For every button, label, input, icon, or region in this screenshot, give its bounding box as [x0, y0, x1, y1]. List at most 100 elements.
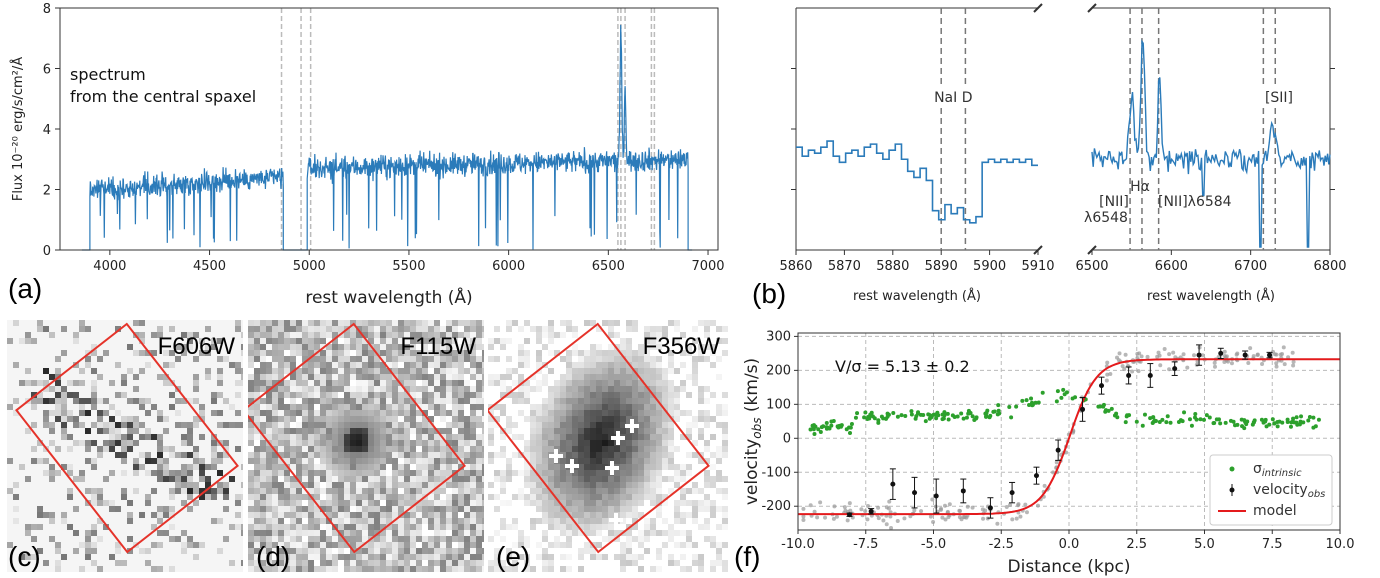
pixel — [452, 524, 458, 530]
pixel — [362, 452, 368, 458]
pixel — [272, 344, 278, 350]
pixel — [19, 494, 25, 500]
pixel — [175, 524, 181, 530]
pixel — [572, 476, 578, 482]
pixel — [248, 422, 254, 428]
pixel — [656, 476, 662, 482]
sigma-point — [818, 429, 823, 434]
pixel — [121, 518, 127, 524]
pixel — [416, 494, 422, 500]
pixel — [614, 494, 620, 500]
pixel — [55, 356, 61, 362]
pixel — [103, 458, 109, 464]
pixel — [121, 416, 127, 422]
pixel — [145, 542, 151, 548]
pixel — [332, 392, 338, 398]
pixel — [578, 398, 584, 404]
pixel — [19, 320, 25, 326]
pixel — [254, 404, 260, 410]
pixel — [187, 386, 193, 392]
pixel — [572, 392, 578, 398]
pixel — [296, 530, 302, 536]
pixel — [722, 452, 728, 458]
pixel — [644, 548, 650, 554]
pixel — [440, 374, 446, 380]
pixel — [356, 440, 362, 446]
pixel — [223, 518, 229, 524]
pixel — [308, 524, 314, 530]
pixel — [151, 404, 157, 410]
pixel — [133, 476, 139, 482]
pixel — [548, 554, 554, 560]
pixel — [7, 560, 13, 566]
pixel — [121, 530, 127, 536]
pixel — [115, 458, 121, 464]
pixel — [464, 332, 470, 338]
pixel — [596, 356, 602, 362]
pixel — [260, 386, 266, 392]
pixel — [698, 428, 704, 434]
pixel — [49, 518, 55, 524]
pixel — [386, 566, 392, 572]
raw-point — [1116, 358, 1121, 363]
pixel — [199, 350, 205, 356]
pixel — [103, 344, 109, 350]
pixel — [139, 386, 145, 392]
pixel — [169, 530, 175, 536]
pixel — [157, 536, 163, 542]
pixel — [308, 518, 314, 524]
pixel — [248, 452, 254, 458]
pixel — [55, 338, 61, 344]
pixel — [722, 422, 728, 428]
pixel — [584, 428, 590, 434]
pixel — [181, 566, 187, 572]
pixel — [308, 434, 314, 440]
pixel — [31, 446, 37, 452]
pixel — [19, 326, 25, 332]
pixel — [548, 326, 554, 332]
pixel — [320, 536, 326, 542]
pixel — [163, 440, 169, 446]
pixel — [31, 398, 37, 404]
pixel — [109, 368, 115, 374]
pixel — [19, 512, 25, 518]
pixel — [115, 350, 121, 356]
pixel — [704, 410, 710, 416]
raw-point — [888, 514, 893, 519]
pixel — [368, 332, 374, 338]
pixel — [614, 482, 620, 488]
pixel — [668, 362, 674, 368]
pixel — [512, 452, 518, 458]
pixel — [578, 500, 584, 506]
pixel — [482, 368, 484, 374]
pixel — [145, 380, 151, 386]
raw-point — [859, 507, 864, 512]
pixel — [668, 422, 674, 428]
pixel — [686, 464, 692, 470]
pixel — [566, 356, 572, 362]
pixel — [350, 362, 356, 368]
pixel — [157, 338, 163, 344]
pixel — [103, 452, 109, 458]
pixel — [596, 464, 602, 470]
pixel — [193, 536, 199, 542]
pixel — [193, 542, 199, 548]
pixel — [434, 398, 440, 404]
pixel — [115, 482, 121, 488]
pixel — [133, 434, 139, 440]
pixel — [127, 428, 133, 434]
pixel — [127, 380, 133, 386]
pixel — [217, 512, 223, 518]
pixel — [145, 446, 151, 452]
pixel — [169, 350, 175, 356]
pixel — [578, 416, 584, 422]
pixel — [175, 380, 181, 386]
pixel — [374, 548, 380, 554]
pixel — [698, 458, 704, 464]
pixel — [446, 356, 452, 362]
pixel — [314, 410, 320, 416]
pixel — [590, 488, 596, 494]
pixel — [608, 404, 614, 410]
raw-point — [1291, 359, 1296, 364]
pixel — [302, 410, 308, 416]
